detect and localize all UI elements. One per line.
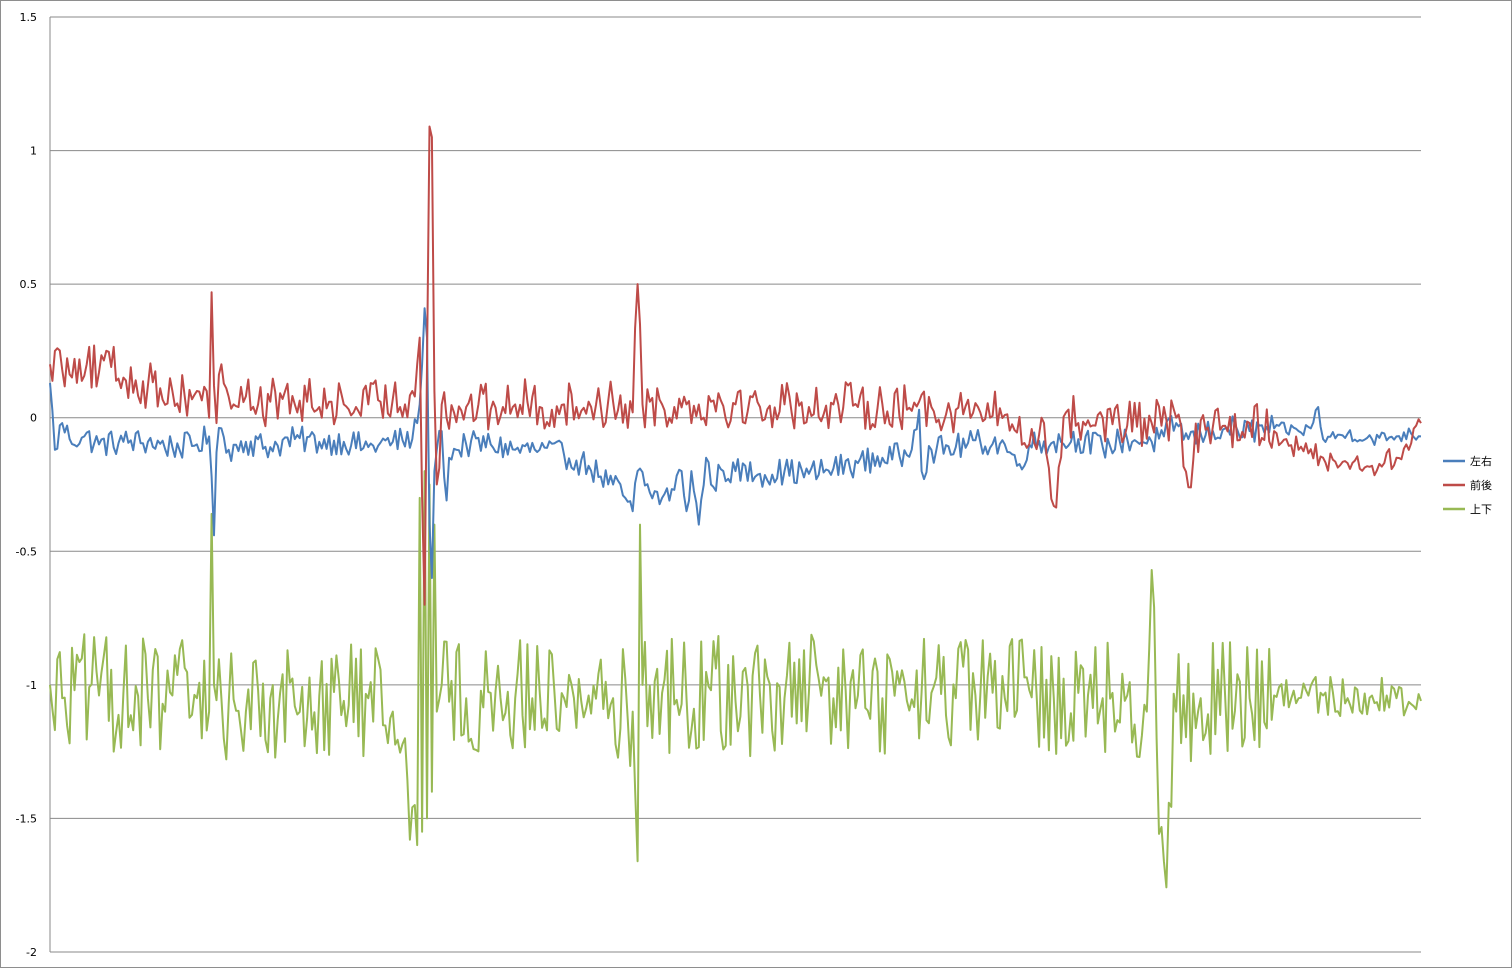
y-tick-label: 0.5 xyxy=(20,278,38,291)
y-tick-label: 1 xyxy=(30,145,37,158)
y-tick-label: -0.5 xyxy=(16,545,37,558)
series-line-2 xyxy=(49,125,1422,606)
gridlines xyxy=(49,16,1421,953)
legend-label: 前後 xyxy=(1470,478,1492,492)
y-tick-label: -1 xyxy=(26,679,37,692)
series-line-1 xyxy=(49,307,1422,579)
y-tick-label: 0 xyxy=(30,412,37,425)
legend-label: 左右 xyxy=(1470,454,1492,468)
y-axis-tick-labels: 1.5 1 0.5 0 -0.5 -1 -1.5 -2 xyxy=(16,11,37,959)
y-tick-label: -2 xyxy=(26,946,37,959)
legend-label: 上下 xyxy=(1470,503,1492,516)
y-tick-label: 1.5 xyxy=(20,11,38,24)
series-line-3 xyxy=(49,470,1422,889)
y-tick-label: -1.5 xyxy=(16,812,37,825)
series-lines xyxy=(49,125,1422,889)
